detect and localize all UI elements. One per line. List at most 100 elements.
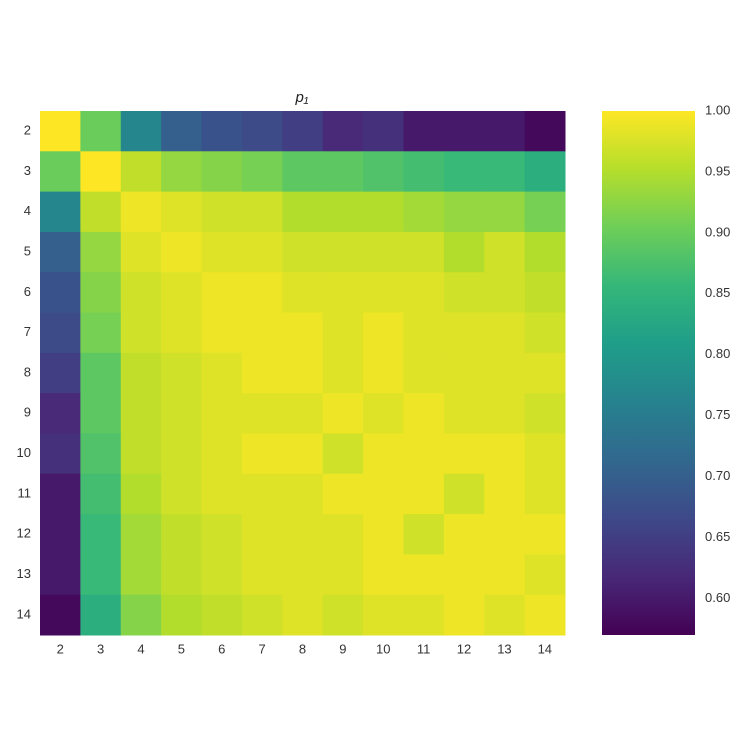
- heatmap-cell: [120, 594, 162, 636]
- heatmap-cell: [443, 433, 485, 475]
- heatmap-cell: [80, 594, 122, 636]
- colorbar-tick-label: 0.60: [705, 590, 730, 605]
- heatmap-cell: [201, 231, 243, 273]
- heatmap-cell: [443, 393, 485, 434]
- heatmap-cell: [443, 151, 485, 193]
- heatmap-cell: [80, 433, 122, 475]
- heatmap-cell: [282, 433, 324, 475]
- heatmap-cell: [363, 594, 404, 636]
- heatmap-cell: [484, 111, 526, 152]
- heatmap-cell: [161, 514, 203, 555]
- heatmap-cell: [80, 352, 122, 394]
- heatmap-cell: [363, 111, 404, 152]
- heatmap-cell: [201, 312, 243, 354]
- heatmap-cell: [80, 312, 122, 354]
- heatmap-cell: [161, 312, 203, 354]
- heatmap-cell: [443, 352, 485, 394]
- heatmap-cell: [241, 352, 283, 394]
- heatmap-cell: [322, 191, 364, 233]
- heatmap-cell: [403, 111, 445, 152]
- heatmap-cell: [403, 554, 445, 596]
- heatmap-cell: [443, 231, 485, 273]
- heatmap-cell: [80, 473, 122, 515]
- heatmap-cell: [80, 191, 122, 233]
- heatmap-cell: [363, 352, 404, 394]
- heatmap-cell: [484, 554, 526, 596]
- y-tick-label: 4: [24, 203, 31, 218]
- heatmap-cell: [120, 554, 162, 596]
- heatmap-cell: [403, 594, 445, 636]
- heatmap-cell: [322, 151, 364, 193]
- colorbar-tick-label: 0.85: [705, 285, 730, 300]
- heatmap-cell: [161, 433, 203, 475]
- heatmap-cell: [80, 151, 122, 193]
- heatmap-cell: [443, 191, 485, 233]
- heatmap-cell: [241, 594, 283, 636]
- heatmap-cell: [282, 272, 324, 314]
- heatmap-cell: [241, 272, 283, 314]
- heatmap-cell: [161, 191, 203, 233]
- heatmap-cell: [80, 554, 122, 596]
- heatmap-cell: [524, 514, 566, 555]
- heatmap-cell: [403, 272, 445, 314]
- heatmap-cell: [161, 473, 203, 515]
- colorbar: [602, 111, 695, 635]
- colorbar-tick-label: 0.95: [705, 163, 730, 178]
- x-tick-label: 13: [497, 641, 511, 656]
- heatmap-cell: [524, 151, 566, 193]
- heatmap-cell: [524, 433, 566, 475]
- heatmap-cell: [80, 231, 122, 273]
- heatmap-cell: [443, 473, 485, 515]
- heatmap-cell: [443, 312, 485, 354]
- x-tick-label: 2: [57, 641, 64, 656]
- x-tick-label: 9: [339, 641, 346, 656]
- y-tick-label: 13: [17, 566, 31, 581]
- x-tick-label: 11: [417, 641, 431, 656]
- heatmap-cell: [403, 433, 445, 475]
- heatmap-cell: [120, 272, 162, 314]
- heatmap-cell: [524, 191, 566, 233]
- heatmap-cell: [282, 473, 324, 515]
- heatmap-cell: [241, 554, 283, 596]
- heatmap-cell: [484, 594, 526, 636]
- heatmap-cell: [322, 231, 364, 273]
- heatmap-cell: [40, 111, 81, 152]
- heatmap-cell: [443, 272, 485, 314]
- y-tick-label: 12: [17, 526, 31, 541]
- colorbar-tick-label: 0.90: [705, 224, 730, 239]
- heatmap-cell: [524, 111, 566, 152]
- heatmap-cell: [363, 433, 404, 475]
- heatmap-cell: [363, 514, 404, 555]
- heatmap-cell: [484, 433, 526, 475]
- heatmap-cell: [241, 191, 283, 233]
- heatmap-cell: [201, 514, 243, 555]
- heatmap-cell: [161, 554, 203, 596]
- heatmap-cell: [241, 393, 283, 434]
- heatmap-cell: [403, 473, 445, 515]
- heatmap-cell: [241, 433, 283, 475]
- heatmap-cell: [363, 473, 404, 515]
- heatmap-cell: [484, 393, 526, 434]
- heatmap-cell: [524, 312, 566, 354]
- heatmap-cell: [363, 272, 404, 314]
- heatmap-cell: [403, 312, 445, 354]
- heatmap-cell: [484, 272, 526, 314]
- y-tick-label: 9: [24, 405, 31, 420]
- heatmap-cell: [363, 312, 404, 354]
- heatmap-cell: [524, 231, 566, 273]
- heatmap-cell: [484, 312, 526, 354]
- y-tick-label: 6: [24, 284, 31, 299]
- heatmap-cell: [282, 352, 324, 394]
- x-tick-label: 7: [258, 641, 265, 656]
- heatmap-cell: [322, 554, 364, 596]
- heatmap-cell: [282, 111, 324, 152]
- heatmap-cell: [282, 393, 324, 434]
- heatmap-cell: [241, 231, 283, 273]
- x-tick-label: 14: [538, 641, 552, 656]
- y-tick-label: 14: [17, 606, 31, 621]
- heatmap-cell: [322, 352, 364, 394]
- heatmap-cell: [161, 272, 203, 314]
- heatmap-cell: [363, 554, 404, 596]
- x-tick-label: 3: [97, 641, 104, 656]
